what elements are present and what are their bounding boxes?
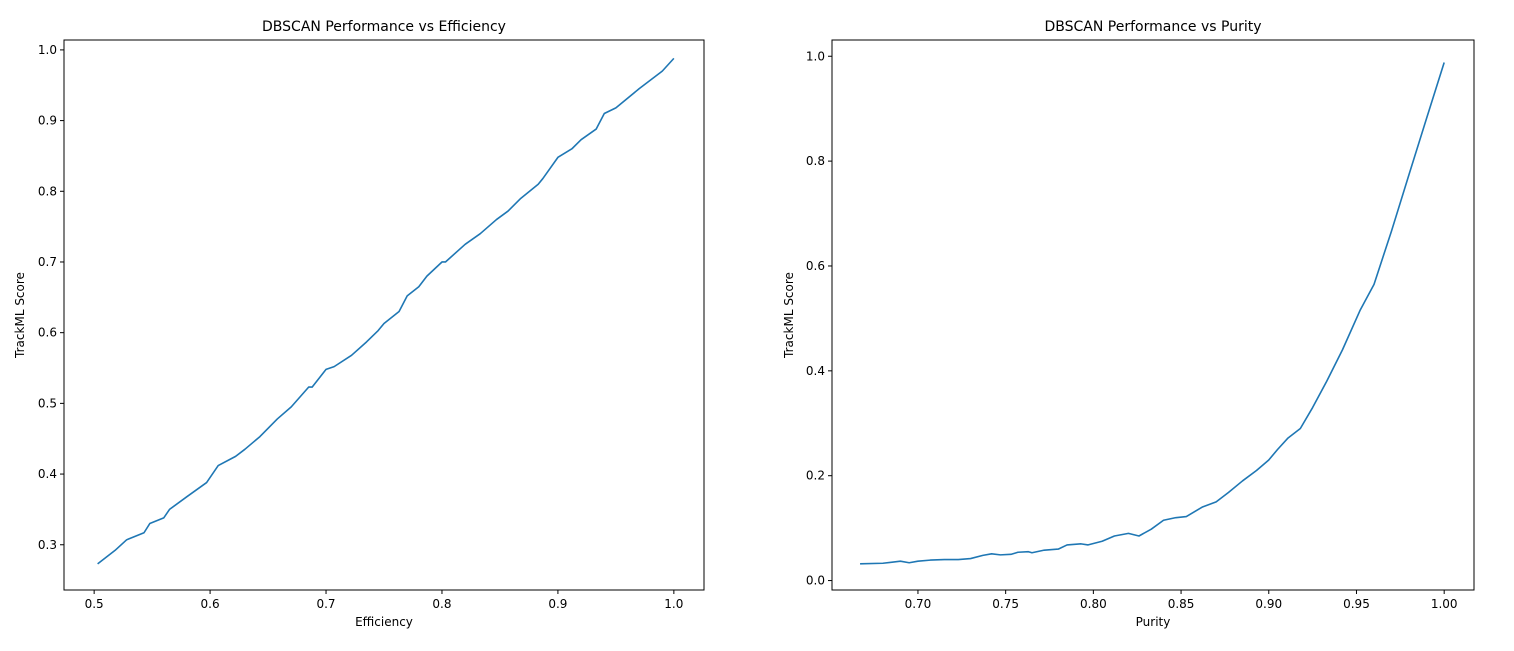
x-tick-label: 0.80	[1080, 597, 1107, 611]
x-axis-label: Efficiency	[355, 615, 413, 629]
chart-title: DBSCAN Performance vs Purity	[1045, 19, 1262, 35]
x-tick-label: 0.70	[905, 597, 932, 611]
x-tick-label: 1.0	[664, 597, 683, 611]
y-tick-label: 0.8	[806, 154, 825, 168]
y-tick-label: 0.9	[38, 114, 57, 128]
x-tick-label: 0.7	[316, 597, 335, 611]
efficiency-chart: DBSCAN Performance vs Efficiency 0.5 0.6 0…	[13, 19, 705, 629]
y-tick-label: 0.0	[806, 574, 825, 588]
tick-group: 0.5 0.6 0.7 0.8 0.9 1.0 0.3 0.4 0.5 0.6 0.7 0.8 0.9 1…	[38, 43, 683, 611]
x-tick-label: 0.6	[201, 597, 220, 611]
x-tick-label: 0.9	[548, 597, 567, 611]
y-tick-label: 0.3	[38, 538, 57, 552]
y-tick-label: 1.0	[38, 43, 57, 57]
y-axis-label: TrackML Score	[782, 272, 796, 359]
x-tick-label: 1.00	[1431, 597, 1458, 611]
y-tick-label: 1.0	[806, 49, 825, 63]
series-line	[860, 62, 1445, 565]
x-axis-label: Purity	[1136, 615, 1171, 629]
x-tick-label: 0.8	[432, 597, 451, 611]
plot-frame	[831, 39, 1475, 591]
tick-group: 0.70 0.75 0.80 0.85 0.90 0.95 1.00 0.0 0.2 0.4 0.6…	[806, 49, 1458, 611]
x-tick-label: 0.85	[1168, 597, 1195, 611]
x-tick-label: 0.75	[992, 597, 1019, 611]
series-line	[97, 57, 675, 565]
y-axis-label: TrackML Score	[13, 272, 27, 359]
x-tick-label: 0.95	[1343, 597, 1370, 611]
y-tick-label: 0.8	[38, 184, 57, 198]
plot-frame	[63, 39, 705, 591]
y-tick-label: 0.4	[38, 467, 57, 481]
y-tick-label: 0.4	[806, 364, 825, 378]
y-tick-label: 0.2	[806, 469, 825, 483]
x-tick-label: 0.5	[85, 597, 104, 611]
y-tick-label: 0.6	[38, 326, 57, 340]
purity-chart: DBSCAN Performance vs Purity 0.70 0.75 0.8…	[782, 19, 1475, 629]
y-tick-label: 0.6	[806, 259, 825, 273]
y-tick-label: 0.5	[38, 396, 57, 410]
x-tick-label: 0.90	[1255, 597, 1282, 611]
chart-title: DBSCAN Performance vs Efficiency	[262, 19, 506, 35]
y-tick-label: 0.7	[38, 255, 57, 269]
